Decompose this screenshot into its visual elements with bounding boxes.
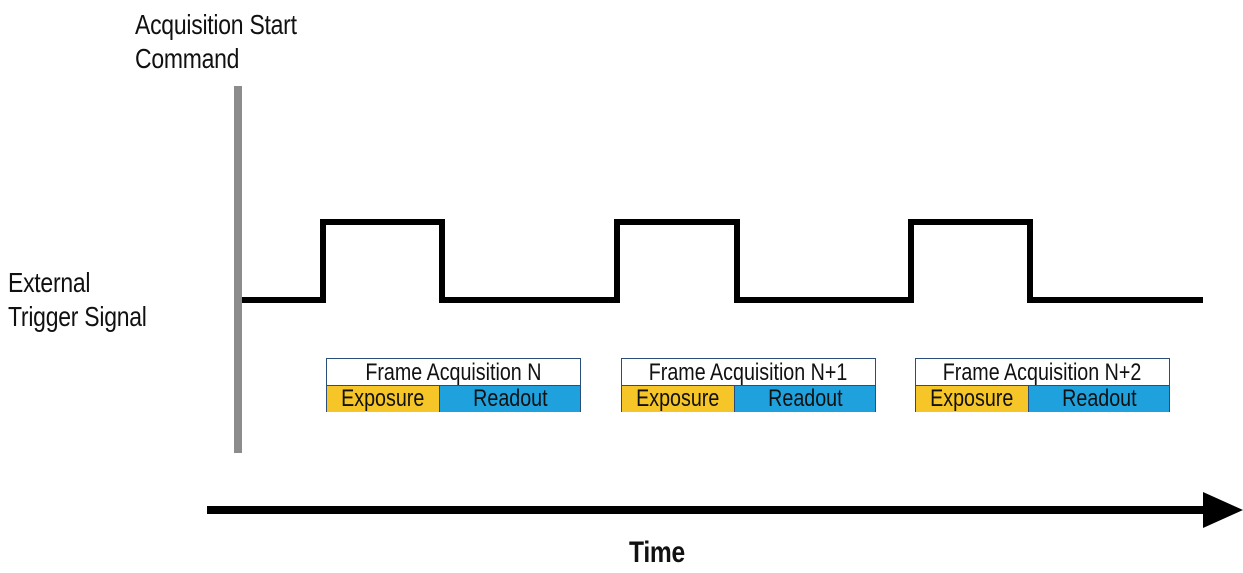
- frame-title: Frame Acquisition N: [365, 359, 542, 386]
- readout-label: Readout: [767, 386, 843, 412]
- acquisition-start-label: Acquisition Start Command: [135, 8, 297, 76]
- exposure-label: Exposure: [930, 386, 1014, 412]
- acquisition-start-marker: [234, 86, 242, 453]
- time-axis-arrowhead: [1203, 492, 1243, 528]
- trigger-signal-waveform: [242, 219, 1203, 303]
- trigger-label-line2: Trigger Signal: [8, 301, 147, 332]
- acquisition-start-line2: Command: [135, 43, 240, 74]
- trigger-label-line1: External: [8, 267, 91, 298]
- frame-block-n: Frame Acquisition N Exposure Readout: [326, 358, 581, 412]
- readout-label: Readout: [472, 386, 548, 412]
- acquisition-start-line1: Acquisition Start: [135, 9, 297, 40]
- exposure-label: Exposure: [636, 386, 720, 412]
- readout-label: Readout: [1061, 386, 1137, 412]
- frame-title: Frame Acquisition N+2: [943, 359, 1142, 386]
- frame-block-n-plus-1: Frame Acquisition N+1 Exposure Readout: [621, 358, 876, 412]
- exposure-label: Exposure: [341, 386, 425, 412]
- frame-title: Frame Acquisition N+1: [649, 359, 848, 386]
- frame-block-n-plus-2: Frame Acquisition N+2 Exposure Readout: [915, 358, 1170, 412]
- external-trigger-label: External Trigger Signal: [8, 266, 147, 334]
- time-axis-label: Time: [629, 536, 685, 569]
